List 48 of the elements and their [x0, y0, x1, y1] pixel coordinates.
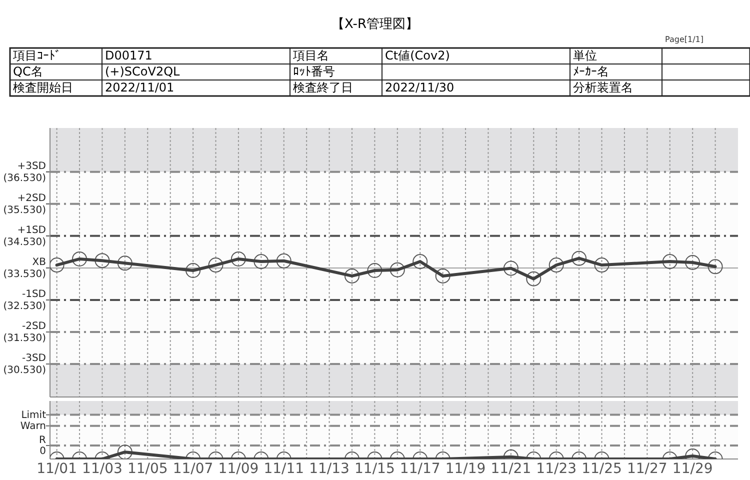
text: Ct値(Cov2) — [385, 48, 450, 63]
x-tick-label: 11/21 — [490, 460, 532, 477]
ref-line-label: +1SD — [17, 224, 46, 236]
y-tick-label: (34.530) — [3, 236, 46, 248]
text: (+)SCoV2QL — [105, 64, 180, 79]
x-tick-label: 11/27 — [626, 460, 668, 477]
ref-line-label: -2SD — [22, 320, 46, 332]
x-tick-label: 11/05 — [127, 460, 168, 477]
text: D00171 — [105, 48, 152, 63]
text: 【X-R管理図】 — [332, 16, 418, 32]
x-tick-label: 11/17 — [400, 460, 440, 477]
ref-line-label: -3SD — [22, 352, 46, 364]
ref-line-label: -1SD — [22, 288, 46, 300]
text: 分析装置名 — [573, 80, 633, 95]
text: 項目名 — [292, 48, 329, 63]
x-tick-label: 11/01 — [36, 460, 77, 477]
text: 検査開始日 — [13, 80, 73, 95]
x-tick-label: 11/07 — [172, 460, 214, 477]
text: 検査終了日 — [293, 80, 353, 95]
x-tick-label: 11/29 — [672, 460, 713, 477]
x-tick-label: 11/19 — [445, 460, 486, 477]
y-tick-label: (30.530) — [3, 364, 46, 376]
x-tick-label: 11/13 — [309, 460, 350, 477]
text: 2022/11/30 — [385, 80, 454, 95]
ref-line-label: Limit — [21, 410, 46, 421]
ref-line-label: +3SD — [17, 160, 46, 172]
x-tick-label: 11/25 — [582, 460, 622, 477]
text: 2022/11/01 — [105, 80, 174, 95]
text: ﾛｯﾄ番号 — [293, 64, 335, 79]
text: Page[1/1] — [665, 35, 704, 44]
x-tick-label: 11/15 — [354, 460, 395, 477]
y-tick-label: (35.530) — [3, 204, 46, 216]
y-tick-label: (31.530) — [3, 332, 46, 344]
x-tick-label: 11/03 — [82, 460, 122, 477]
x-tick-label: 11/23 — [536, 460, 577, 477]
y-tick-label: (32.530) — [3, 300, 46, 312]
ref-line-label: XB — [32, 256, 46, 268]
ref-line-label: R 0 — [39, 434, 46, 457]
y-tick-label: (36.530) — [3, 172, 46, 184]
text: ﾒｰｶｰ名 — [573, 64, 609, 79]
ref-line-label: Warn — [20, 420, 46, 432]
y-tick-label: (33.530) — [3, 268, 46, 280]
text: 項目ｺｰﾄﾞ — [12, 48, 61, 63]
x-tick-label: 11/09 — [218, 460, 259, 477]
x-tick-label: 11/11 — [264, 460, 304, 477]
text: QC名 — [13, 64, 43, 79]
text: 単位 — [573, 48, 597, 63]
ref-line-label: +2SD — [17, 192, 46, 204]
